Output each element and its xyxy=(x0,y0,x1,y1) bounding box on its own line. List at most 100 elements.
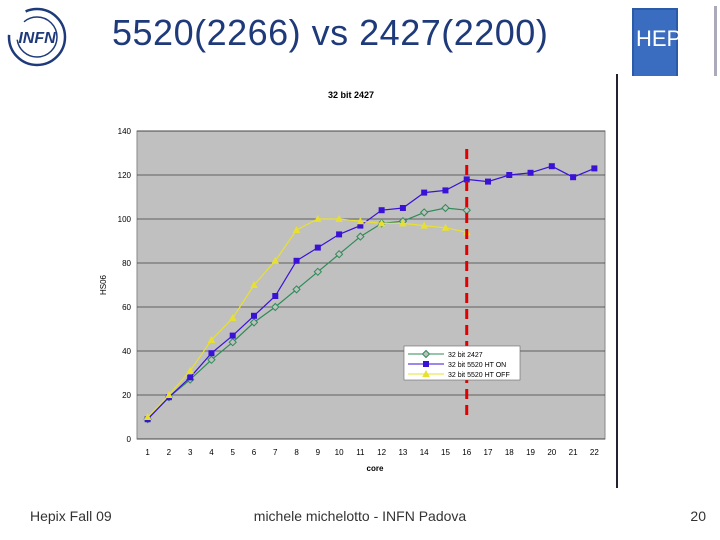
slide-divider xyxy=(616,74,618,488)
x-tick-label: 13 xyxy=(398,448,407,457)
y-tick-label: 100 xyxy=(118,215,132,224)
y-tick-labels: 0 20 40 60 80 100 120 140 xyxy=(118,127,132,444)
data-point xyxy=(272,293,279,299)
data-point xyxy=(314,215,322,222)
data-point xyxy=(251,312,257,319)
series-line xyxy=(147,165,595,420)
data-point xyxy=(271,302,280,312)
data-point xyxy=(421,349,431,359)
data-point xyxy=(229,332,236,339)
y-axis-label: HS06 xyxy=(99,274,108,295)
legend-label: 32 bit 5520 HT ON xyxy=(448,362,506,369)
data-point xyxy=(527,169,534,176)
chart-title: 32 bit 2427 xyxy=(328,90,374,100)
infn-logo-text: INFN xyxy=(18,30,56,47)
series-3 xyxy=(143,215,471,420)
x-tick-label: 19 xyxy=(526,448,535,457)
footer-event: Hepix Fall 09 xyxy=(30,508,112,524)
data-point xyxy=(207,336,216,343)
data-point xyxy=(293,257,300,264)
data-point xyxy=(208,350,215,357)
data-point xyxy=(357,222,364,229)
data-point xyxy=(186,366,194,374)
x-tick-label: 16 xyxy=(462,448,471,457)
gridlines xyxy=(137,130,605,440)
data-point xyxy=(187,374,194,381)
x-tick-label: 15 xyxy=(441,448,450,457)
legend: 32 bit 2427 32 bit 5520 HT ON 32 bit 5520 … xyxy=(403,345,521,381)
data-point xyxy=(419,208,429,217)
series-line xyxy=(147,207,467,420)
series-line xyxy=(147,218,467,418)
data-point xyxy=(423,361,429,367)
data-point xyxy=(441,203,450,213)
data-point xyxy=(442,187,449,194)
x-tick-label: 21 xyxy=(569,448,578,457)
data-point xyxy=(421,189,428,196)
footer-author: michele michelotto - INFN Padova xyxy=(253,508,467,524)
data-point xyxy=(250,281,258,288)
infn-logo: INFN xyxy=(7,7,67,67)
page-number: 20 xyxy=(690,508,706,524)
x-tick-label: 11 xyxy=(356,448,365,457)
x-tick-label: 10 xyxy=(335,448,344,457)
hepix-logo-text: HEPiX xyxy=(636,26,701,51)
data-point xyxy=(356,217,365,225)
y-tick-label: 20 xyxy=(122,391,131,400)
x-tick-label: 2 xyxy=(167,448,172,457)
data-point xyxy=(271,256,280,264)
data-point xyxy=(228,314,237,321)
y-tick-label: 80 xyxy=(122,259,131,268)
hepix-logo: HEPiX xyxy=(632,6,717,76)
data-point xyxy=(313,267,323,277)
data-point xyxy=(314,244,321,251)
legend-label: 32 bit 5520 HT OFF xyxy=(448,372,510,379)
data-point xyxy=(377,219,386,227)
x-axis-label: core xyxy=(367,464,384,473)
data-point xyxy=(548,163,555,170)
series-group xyxy=(143,163,598,424)
y-tick-label: 40 xyxy=(122,347,131,356)
data-point xyxy=(506,172,513,178)
x-tick-label: 3 xyxy=(188,448,193,457)
data-point xyxy=(441,223,450,231)
x-tick-label: 12 xyxy=(377,448,386,457)
x-tick-label: 4 xyxy=(209,448,214,457)
data-point xyxy=(399,205,406,211)
x-tick-label: 22 xyxy=(590,448,599,457)
y-tick-label: 120 xyxy=(118,171,132,180)
legend-label: 32 bit 2427 xyxy=(448,352,483,359)
y-tick-label: 60 xyxy=(122,303,131,312)
data-point xyxy=(249,318,259,327)
data-point xyxy=(334,249,344,259)
data-point xyxy=(292,285,301,294)
x-tick-label: 8 xyxy=(294,448,299,457)
data-point xyxy=(292,226,301,233)
data-point xyxy=(485,178,491,185)
data-point xyxy=(463,176,470,183)
x-tick-label: 6 xyxy=(252,448,257,457)
data-point xyxy=(336,231,343,238)
data-point xyxy=(591,165,598,172)
slide-title: 5520(2266) vs 2427(2200) xyxy=(112,12,549,53)
data-point xyxy=(399,219,407,227)
data-point xyxy=(378,207,385,214)
y-tick-label: 140 xyxy=(118,127,132,136)
x-tick-label: 20 xyxy=(547,448,556,457)
x-tick-label: 18 xyxy=(505,448,514,457)
x-tick-label: 7 xyxy=(273,448,278,457)
x-tick-label: 5 xyxy=(231,448,236,457)
data-point xyxy=(570,174,577,181)
data-point xyxy=(420,221,428,229)
x-tick-label: 9 xyxy=(316,448,321,457)
data-point xyxy=(207,355,216,365)
x-tick-label: 14 xyxy=(420,448,429,457)
x-tick-labels: 1 2 3 4 5 6 7 8 9 10 11 12 13 14 15 16 17 18 19 20 21 22 xyxy=(145,448,599,457)
y-tick-label: 0 xyxy=(127,435,132,444)
data-point xyxy=(422,370,430,377)
data-point xyxy=(165,391,173,398)
x-tick-label: 1 xyxy=(145,448,150,457)
data-point xyxy=(143,413,152,420)
plot-area xyxy=(136,130,606,440)
